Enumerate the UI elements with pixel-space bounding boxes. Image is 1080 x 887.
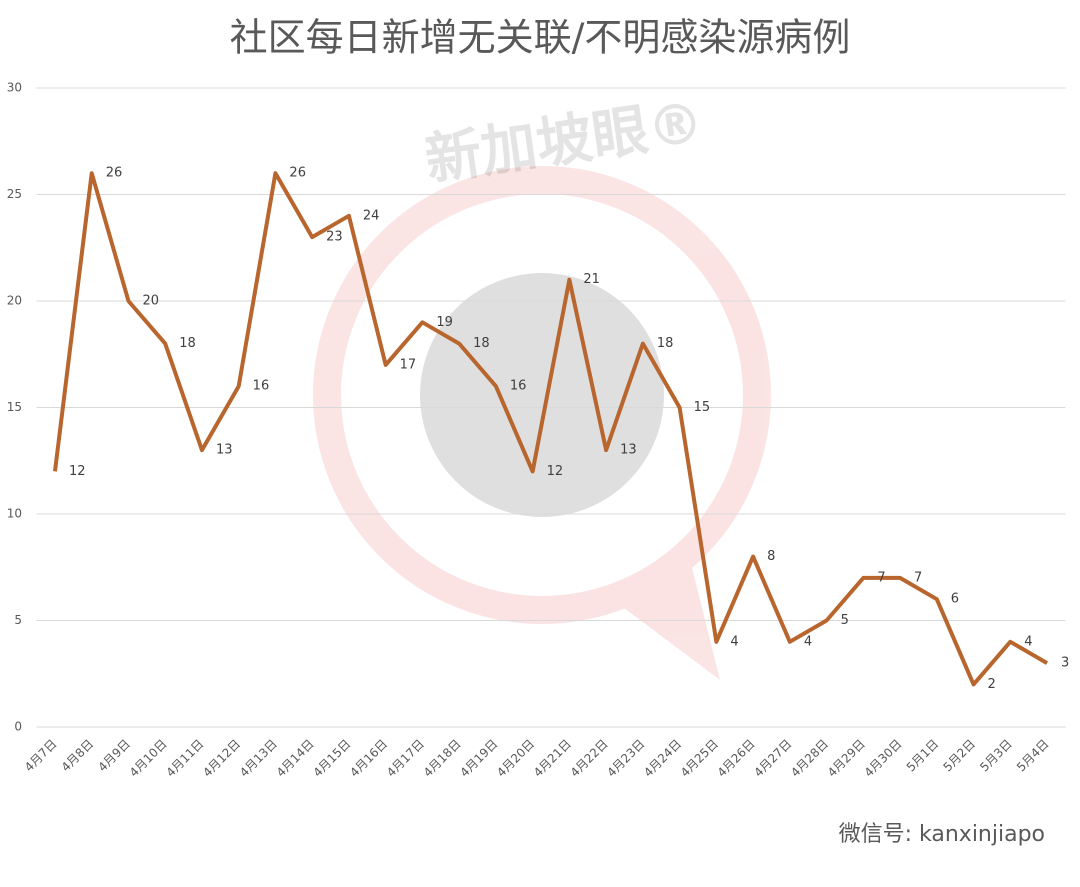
y-tick-label: 30 (7, 81, 22, 95)
data-label: 19 (436, 315, 453, 330)
data-label: 13 (216, 443, 233, 458)
data-label: 7 (877, 570, 885, 585)
data-line (52, 171, 1049, 687)
x-tick-label: 4月8日 (59, 737, 97, 775)
data-label: 3 (1061, 656, 1069, 671)
x-tick-label: 4月28日 (788, 737, 831, 780)
x-tick-label: 4月27日 (751, 737, 794, 780)
data-label: 2 (988, 677, 996, 692)
x-tick-label: 4月30日 (862, 737, 905, 780)
x-tick-label: 4月16日 (347, 737, 390, 780)
x-tick-label: 4月19日 (457, 737, 500, 780)
x-tick-label: 4月22日 (568, 737, 611, 780)
x-tick-label: 5月3日 (977, 737, 1015, 775)
x-tick-label: 5月1日 (904, 737, 942, 775)
data-label: 16 (253, 379, 270, 394)
data-label: 4 (804, 634, 812, 649)
y-tick-label: 0 (14, 720, 22, 734)
data-label: 5 (841, 613, 849, 628)
data-label: 6 (951, 592, 959, 607)
data-label: 20 (142, 294, 159, 309)
x-tick-label: 4月13日 (237, 737, 280, 780)
x-tick-label: 4月20日 (494, 737, 537, 780)
x-tick-label: 4月18日 (421, 737, 464, 780)
x-tick-label: 4月29日 (825, 737, 868, 780)
data-label: 24 (363, 208, 380, 223)
x-tick-label: 4月10日 (127, 737, 170, 780)
chart-title: 社区每日新增无关联/不明感染源病例 (230, 16, 851, 60)
data-label: 8 (767, 549, 775, 564)
y-tick-label: 20 (7, 294, 22, 308)
x-tick-label: 4月7日 (22, 737, 60, 775)
data-label: 12 (547, 464, 564, 479)
x-tick-label: 4月21日 (531, 737, 574, 780)
x-tick-label: 4月15日 (310, 737, 353, 780)
x-tick-label: 4月25日 (678, 737, 721, 780)
data-label: 26 (289, 166, 306, 181)
y-tick-label: 15 (7, 400, 22, 414)
data-label: 7 (914, 570, 922, 585)
data-label: 18 (657, 336, 674, 351)
y-tick-label: 10 (7, 507, 22, 521)
data-label: 23 (326, 230, 343, 245)
data-label: 21 (583, 272, 600, 287)
x-tick-label: 4月14日 (274, 737, 317, 780)
data-label: 12 (69, 464, 86, 479)
data-label: 26 (106, 166, 123, 181)
x-tick-label: 4月17日 (384, 737, 427, 780)
x-tick-label: 5月2日 (940, 737, 978, 775)
x-tick-label: 4月11日 (163, 737, 206, 780)
data-label: 18 (473, 336, 490, 351)
x-tick-label: 4月24日 (641, 737, 684, 780)
x-tick-label: 5月4日 (1014, 737, 1052, 775)
data-label: 17 (400, 357, 417, 372)
y-tick-label: 5 (14, 613, 22, 627)
data-label: 18 (179, 336, 196, 351)
data-label: 4 (730, 634, 738, 649)
x-tick-label: 4月12日 (200, 737, 243, 780)
data-label: 16 (510, 379, 527, 394)
data-label: 4 (1024, 634, 1032, 649)
x-tick-label: 4月23日 (604, 737, 647, 780)
footer: 微信号: kanxinjiapo (839, 822, 1045, 847)
data-label: 15 (694, 400, 711, 415)
x-tick-label: 4月26日 (715, 737, 758, 780)
data-label: 13 (620, 443, 637, 458)
y-tick-label: 25 (7, 187, 22, 201)
